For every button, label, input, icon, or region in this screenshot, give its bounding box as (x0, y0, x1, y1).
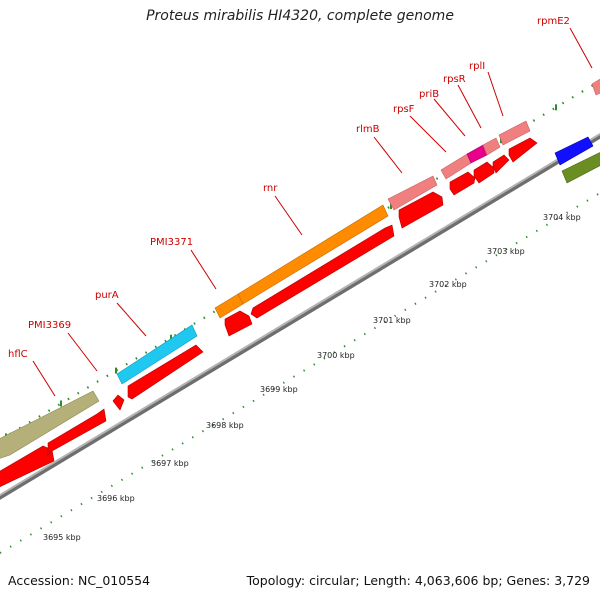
scale-label-group: 3695 kbp 3696 kbp 3697 kbp 3698 kbp 3699… (43, 213, 581, 542)
leader-lines (32, 27, 593, 397)
scale-label: 3704 kbp (543, 213, 581, 222)
cds-arrow (508, 137, 538, 163)
scale-label: 3700 kbp (317, 351, 355, 360)
feature-rlmB (387, 175, 438, 211)
feature-rpsR (482, 137, 501, 156)
scale-label: 3696 kbp (97, 494, 135, 503)
gene-label-rpsR: rpsR (443, 74, 466, 85)
gene-label-rlmB: rlmB (356, 124, 380, 135)
scale-label: 3698 kbp (206, 421, 244, 430)
gene-label-hflC: hflC (8, 349, 28, 360)
map-title: Proteus mirabilis HI4320, complete genom… (146, 8, 454, 24)
scale-label: 3703 kbp (487, 247, 525, 256)
cds-arrow (473, 161, 495, 184)
feature-rplI (498, 120, 531, 146)
cds-arrow (127, 344, 204, 400)
scale-label: 3701 kbp (373, 316, 411, 325)
cds-arrow (449, 171, 476, 196)
feature-rnr (237, 204, 389, 305)
gene-label-rnr: rnr (263, 183, 278, 194)
genome-backbone (0, 132, 600, 500)
feature-blue (554, 136, 594, 166)
gene-label-priB: priB (419, 89, 439, 100)
scale-label: 3699 kbp (260, 385, 298, 394)
cds-arrow (112, 394, 125, 411)
cds-arrow (224, 310, 253, 337)
gene-label-rpsF: rpsF (393, 104, 415, 115)
feature-track (0, 78, 600, 459)
scale-label: 3697 kbp (151, 459, 189, 468)
gene-label-purA: purA (95, 290, 119, 301)
gene-label-PMI3369: PMI3369 (28, 320, 71, 331)
feature-purA (116, 324, 198, 385)
gene-label-rplI: rplI (469, 61, 485, 72)
cds-arrow (492, 154, 510, 174)
gene-label-PMI3371: PMI3371 (150, 237, 193, 248)
cds-arrow (47, 408, 107, 456)
cds-arrow (250, 224, 395, 319)
gene-label-rpmE2: rpmE2 (537, 16, 570, 27)
scale-label: 3695 kbp (43, 533, 81, 542)
scale-label: 3702 kbp (429, 280, 467, 289)
cds-arrow (398, 191, 444, 229)
cds-track (0, 137, 538, 487)
feature-hflC (0, 390, 100, 459)
feature-green (561, 152, 600, 184)
feature-rpmE2 (591, 78, 600, 96)
gene-label-group: hflC PMI3369 purA PMI3371 rnr rlmB rpsF … (8, 16, 570, 360)
accession-text: Accession: NC_010554 (8, 573, 151, 588)
genome-summary-text: Topology: circular; Length: 4,063,606 bp… (246, 573, 590, 588)
cds-arrow (0, 445, 55, 487)
